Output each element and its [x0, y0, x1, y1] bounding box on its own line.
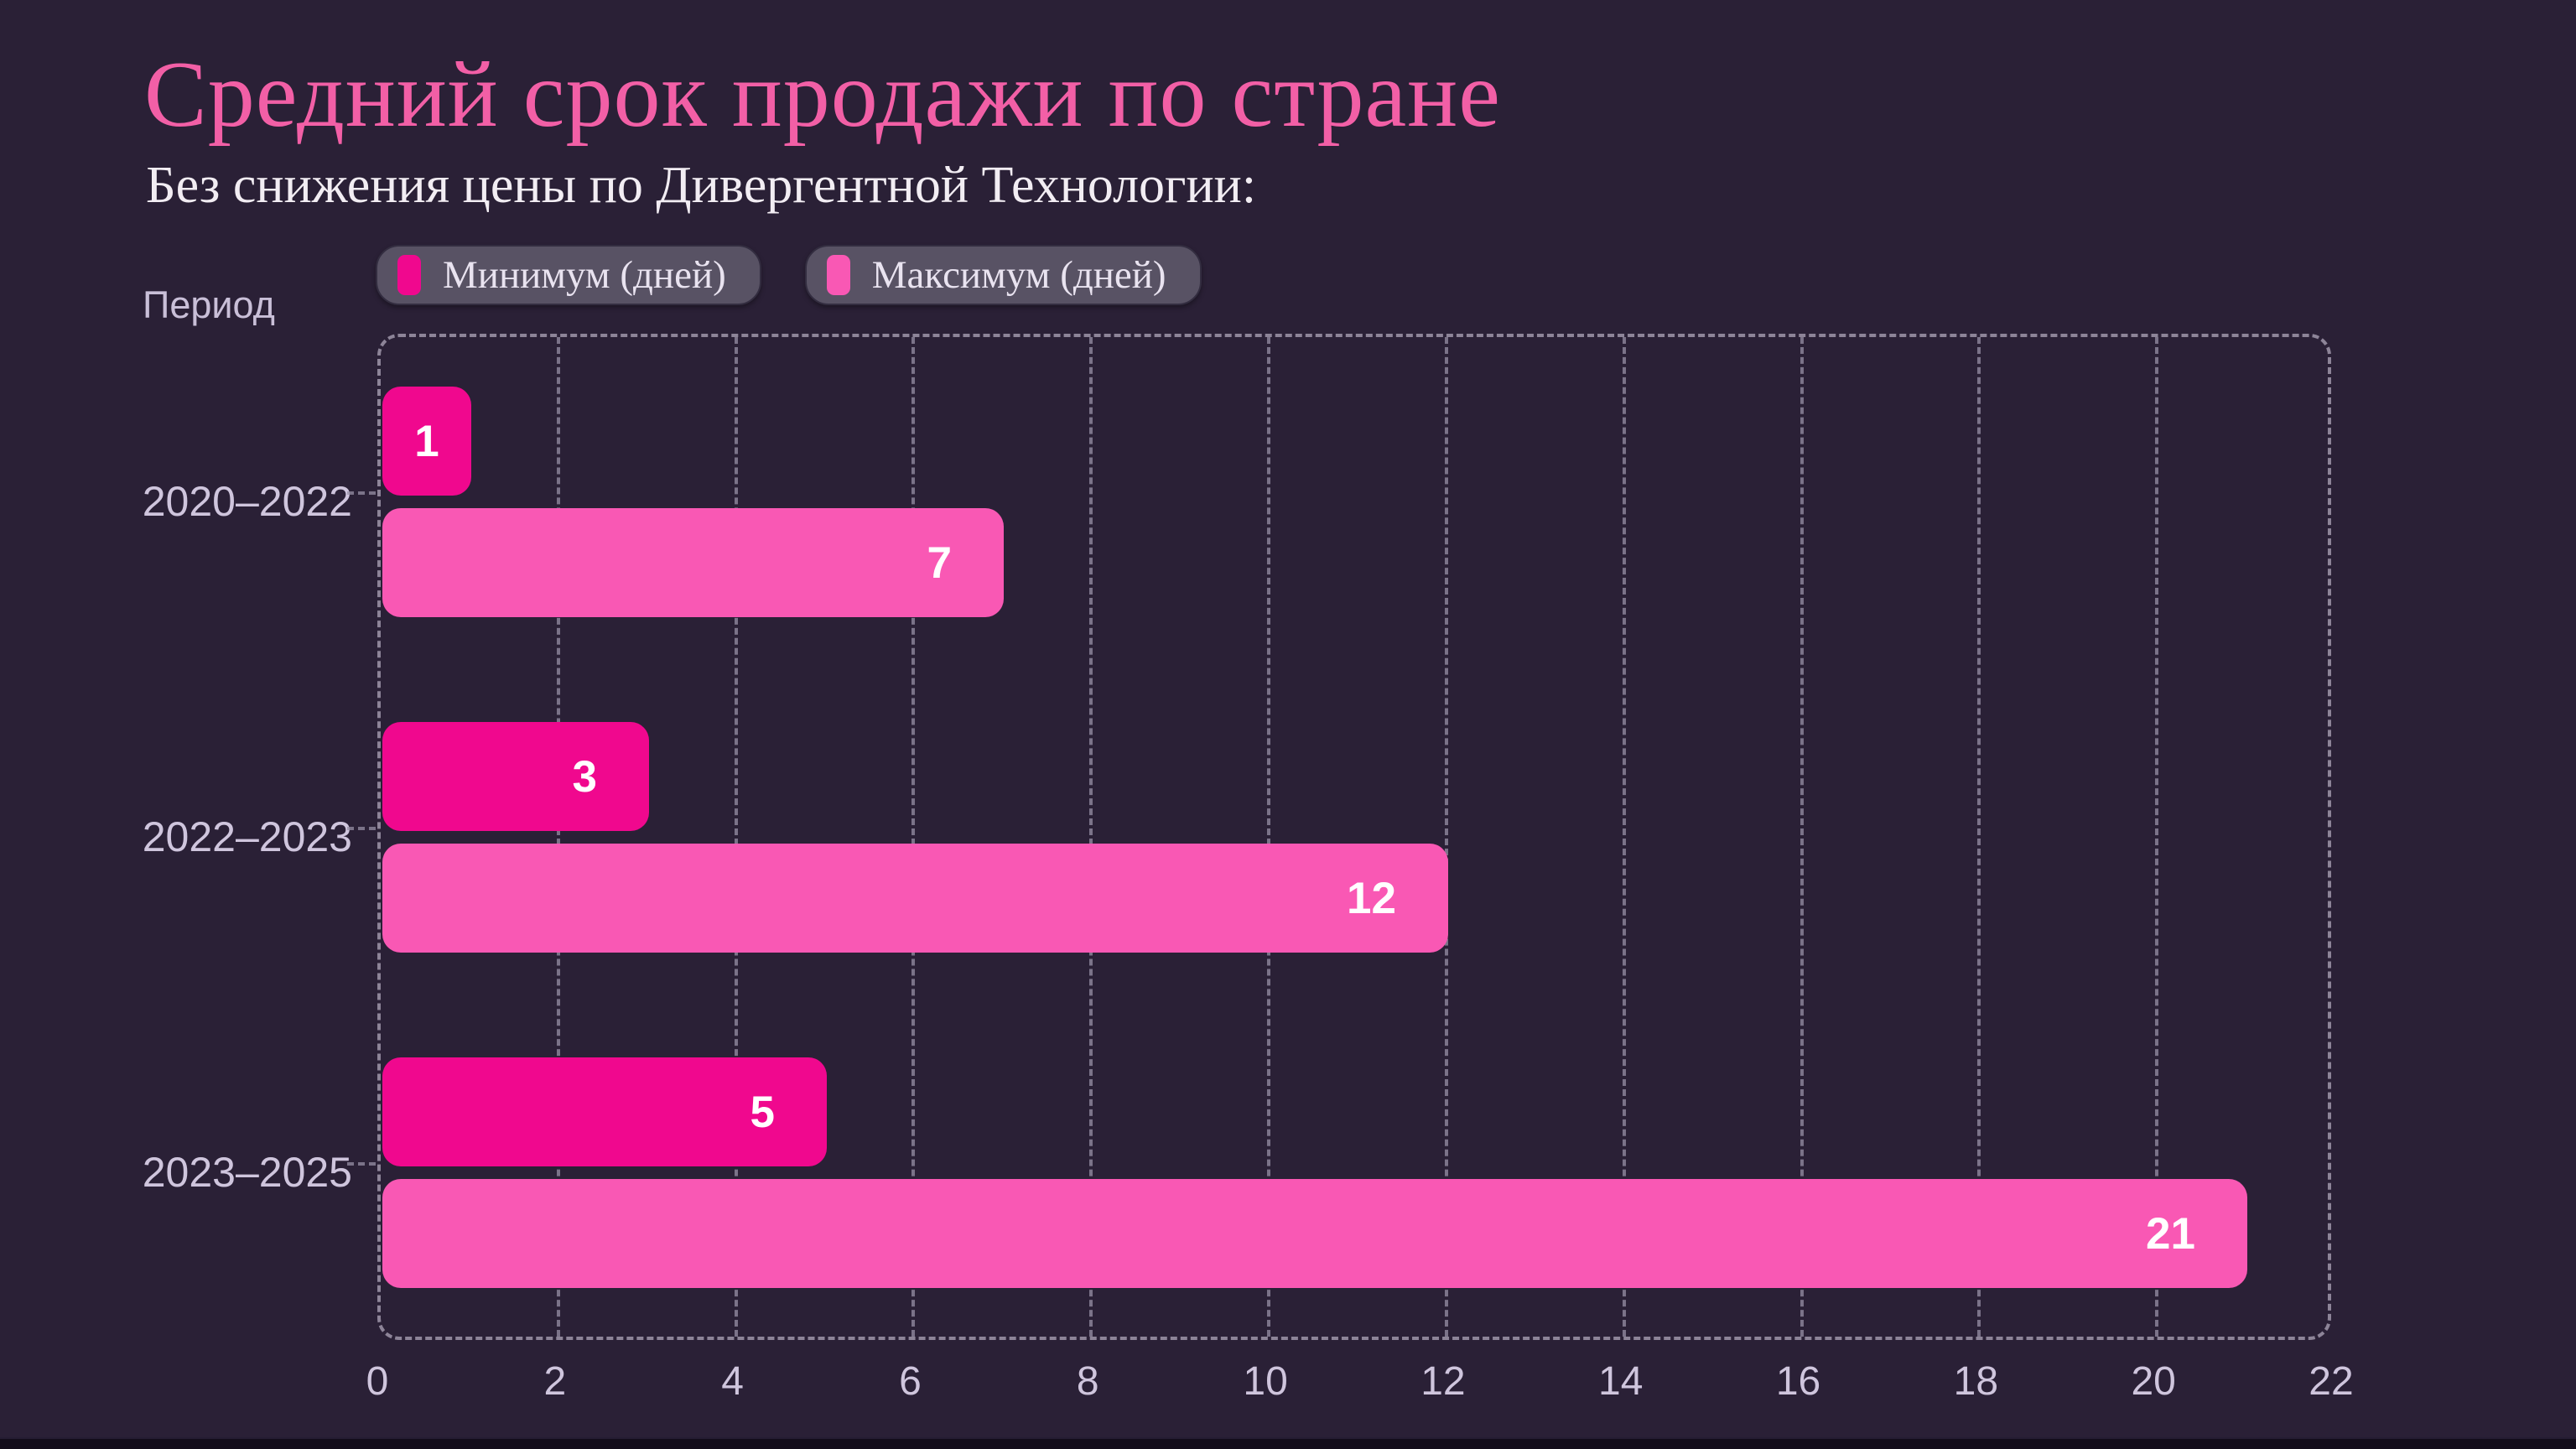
bar-value-label: 1 [414, 416, 439, 466]
gridline-x-16 [1800, 337, 1804, 1337]
x-tick-label-20: 20 [2131, 1359, 2176, 1404]
x-tick-label-10: 10 [1243, 1359, 1288, 1404]
bar-value-label: 21 [2146, 1208, 2195, 1259]
bar-value-label: 5 [750, 1087, 775, 1137]
chart-title: Средний срок продажи по стране [144, 43, 1501, 147]
bar-max-2023–2025[interactable]: 21 [382, 1179, 2247, 1288]
gridline-x-20 [2155, 337, 2159, 1337]
x-tick-label-22: 22 [2309, 1359, 2354, 1404]
x-tick-label-12: 12 [1420, 1359, 1466, 1404]
legend-label-maximum: Максимум (дней) [871, 253, 1166, 297]
gridline-x-2 [556, 337, 560, 1337]
x-tick-label-6: 6 [899, 1359, 922, 1404]
category-tick-icon [347, 827, 376, 830]
legend-item-maximum[interactable]: Максимум (дней) [804, 245, 1202, 305]
legend-label-minimum: Минимум (дней) [443, 253, 726, 297]
x-tick-label-2: 2 [543, 1359, 567, 1404]
x-tick-label-4: 4 [721, 1359, 744, 1404]
bar-max-2020–2022[interactable]: 7 [382, 508, 1004, 617]
category-tick-icon [347, 491, 376, 495]
x-tick-label-0: 0 [366, 1359, 389, 1404]
bar-min-2022–2023[interactable]: 3 [382, 722, 649, 831]
bar-min-2023–2025[interactable]: 5 [382, 1057, 827, 1166]
gridline-x-8 [1089, 337, 1093, 1337]
legend: Минимум (дней) Максимум (дней) [376, 245, 1202, 305]
gridline-x-6 [911, 337, 916, 1337]
x-tick-label-18: 18 [1953, 1359, 1999, 1404]
gridline-x-10 [1267, 337, 1271, 1337]
x-tick-label-8: 8 [1076, 1359, 1099, 1404]
category-tick-icon [347, 1162, 376, 1166]
bar-value-label: 3 [572, 751, 597, 802]
bar-max-2022–2023[interactable]: 12 [382, 844, 1448, 953]
gridline-x-4 [734, 337, 738, 1337]
legend-item-minimum[interactable]: Минимум (дней) [376, 245, 761, 305]
chart-subtitle: Без снижения цены по Дивергентной Технол… [146, 157, 1257, 214]
category-label-2020–2022: 2020–2022 [142, 478, 352, 525]
x-tick-label-16: 16 [1775, 1359, 1821, 1404]
bar-min-2020–2022[interactable]: 1 [382, 387, 471, 496]
bar-value-label: 12 [1347, 873, 1396, 923]
gridline-x-14 [1622, 337, 1626, 1337]
x-tick-label-14: 14 [1598, 1359, 1644, 1404]
gridline-x-12 [1444, 337, 1448, 1337]
plot-area: 1 7 3 12 5 21 [377, 334, 2331, 1340]
legend-swatch-maximum-icon [826, 255, 850, 295]
y-axis-title: Период [143, 283, 275, 326]
legend-swatch-minimum-icon [397, 255, 421, 295]
footer-strip [0, 1437, 2576, 1449]
category-label-2022–2023: 2022–2023 [142, 813, 352, 860]
category-label-2023–2025: 2023–2025 [142, 1149, 352, 1196]
bar-value-label: 7 [927, 538, 952, 588]
gridline-x-18 [1977, 337, 1981, 1337]
